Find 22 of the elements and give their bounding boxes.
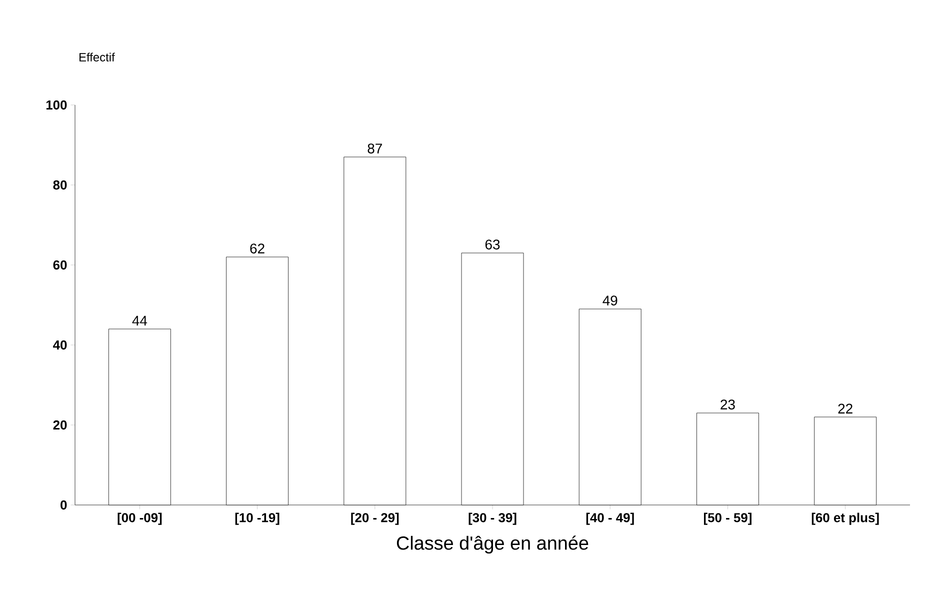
y-tick-label: 60 [53, 260, 67, 270]
data-label: 23 [720, 400, 735, 410]
y-axis-title: Effectif [80, 52, 115, 62]
y-tick-label: 80 [53, 180, 67, 190]
x-axis-title: Classe d'âge en année [396, 536, 588, 554]
y-tick-label: 100 [46, 100, 67, 110]
data-label: 62 [250, 244, 264, 254]
x-tick-label: [50 - 59] [704, 512, 752, 525]
y-tick-label: 0 [60, 500, 67, 510]
data-label: 87 [368, 144, 382, 154]
y-tick-label: 20 [53, 420, 67, 430]
data-label: 22 [838, 404, 852, 414]
x-tick-label: [40 - 49] [586, 512, 634, 525]
x-tick-label: [00 -09] [118, 512, 162, 525]
x-tick-label: [60 et plus] [812, 512, 879, 525]
data-label: 49 [602, 296, 618, 306]
x-tick-label: [30 - 39] [468, 512, 516, 525]
data-label: 44 [132, 316, 148, 326]
y-tick-label: 40 [53, 340, 67, 350]
x-tick-label: [10 -19] [235, 512, 280, 525]
data-label: 63 [485, 240, 500, 250]
x-tick-label: [20 - 29] [351, 512, 399, 525]
